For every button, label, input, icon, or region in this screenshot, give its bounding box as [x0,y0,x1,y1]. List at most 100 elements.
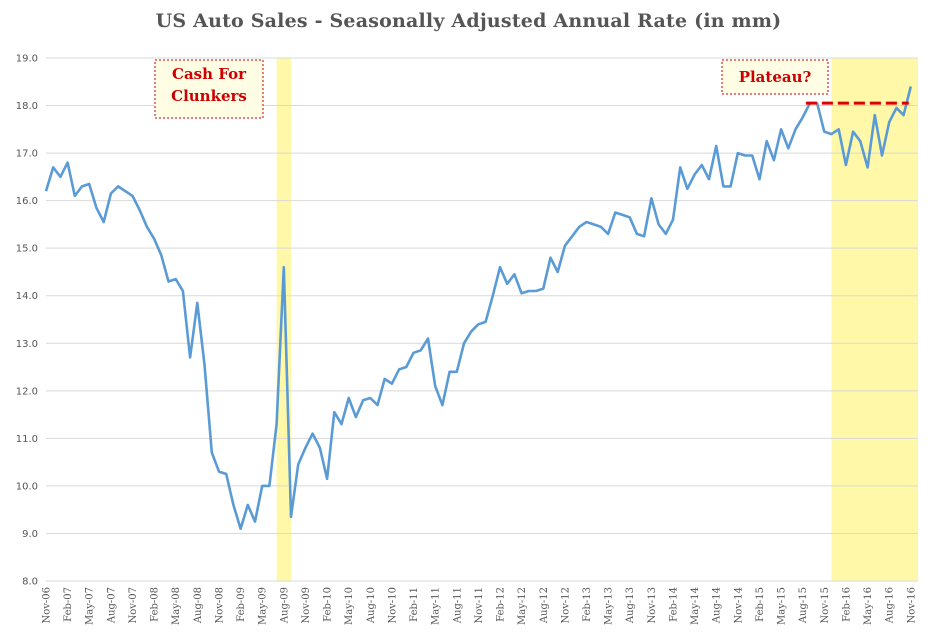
data-point [405,366,408,369]
x-axis-ticks: Nov-06 Feb-07 May-07 Aug-07 Nov-07 Feb-08 May-… [42,587,918,625]
data-point [383,378,386,381]
data-point [81,185,84,188]
data-point [881,154,884,157]
x-tick-label: Aug-10 [366,587,377,624]
data-point [578,225,581,228]
data-point [311,432,314,435]
x-tick-label: Feb-13 [582,587,593,622]
x-tick-label: May-08 [171,587,182,625]
data-point [362,399,365,402]
series-line-0 [44,86,913,531]
data-point [95,206,98,209]
data-point [102,221,105,224]
data-point [852,130,855,133]
data-point [888,121,891,124]
data-point [520,292,523,295]
annotation-box-1 [721,59,829,95]
x-tick-label: Feb-14 [668,587,679,622]
data-point [427,337,430,340]
data-point [153,237,156,240]
data-point [600,225,603,228]
data-point [708,178,711,181]
data-point [585,221,588,224]
data-point [506,283,509,286]
data-point [146,225,149,228]
data-point [592,223,595,226]
y-tick-label: 8.0 [22,577,38,588]
data-point [319,447,322,450]
x-tick-label: Nov-13 [647,587,658,624]
x-tick-label: Aug-08 [193,587,204,624]
x-tick-label: Nov-14 [733,587,744,624]
highlight-band-0 [276,58,292,581]
data-point [499,266,502,269]
data-point [347,397,350,400]
data-point [254,520,257,523]
x-tick-label: May-12 [517,587,528,625]
data-point [283,266,286,269]
x-tick-label: Aug-13 [625,587,636,624]
data-point [232,504,235,507]
data-point [66,161,69,164]
data-point [448,371,451,374]
x-tick-label: Feb-09 [236,587,247,622]
x-tick-label: Feb-16 [841,587,852,622]
data-point [701,164,704,167]
data-point [650,197,653,200]
x-tick-label: May-09 [258,587,269,625]
annotation-box-0 [154,59,264,119]
data-point [693,173,696,176]
data-point [290,516,293,519]
x-tick-label: Nov-10 [387,587,398,624]
data-point [117,185,120,188]
data-point [391,382,394,385]
data-point [275,423,278,426]
data-point [571,235,574,238]
x-tick-label: Nov-15 [820,587,831,624]
data-point [672,218,675,221]
annotations-layer: Cash For Clunkers Plateau? [154,59,829,119]
data-point [621,214,624,217]
annotation-text: Clunkers [171,87,247,105]
x-tick-label: Feb-12 [496,587,507,622]
data-point [455,371,458,374]
data-point [643,235,646,238]
y-tick-label: 13.0 [16,339,38,350]
data-point [203,363,206,366]
data-point [787,147,790,150]
data-point [419,349,422,352]
annotation-text: Cash For [172,65,247,83]
data-point [261,485,264,488]
data-point [167,280,170,283]
x-tick-label: Nov-11 [474,587,485,624]
data-point [895,107,898,110]
data-point [376,404,379,407]
data-point [333,411,336,414]
x-tick-label: Nov-08 [214,587,225,624]
data-point [484,321,487,324]
data-point [564,245,567,248]
data-point [369,397,372,400]
data-point [801,116,804,119]
gridlines [46,57,918,582]
data-point [138,209,141,212]
y-tick-label: 9.0 [22,529,38,540]
data-point [297,463,300,466]
data-point [837,128,840,131]
x-tick-label: Nov-07 [128,587,139,624]
data-point [218,470,221,473]
data-point [246,504,249,507]
data-point [268,485,271,488]
data-point [239,527,242,530]
data-point [657,223,660,226]
x-tick-label: Aug-12 [539,587,550,624]
data-point [679,166,682,169]
data-point [556,271,559,274]
data-point [628,216,631,219]
data-point [845,164,848,167]
data-point [434,385,437,388]
data-point [492,294,495,297]
data-point [549,256,552,259]
x-tick-label: May-11 [431,587,442,625]
y-tick-label: 18.0 [16,101,38,112]
